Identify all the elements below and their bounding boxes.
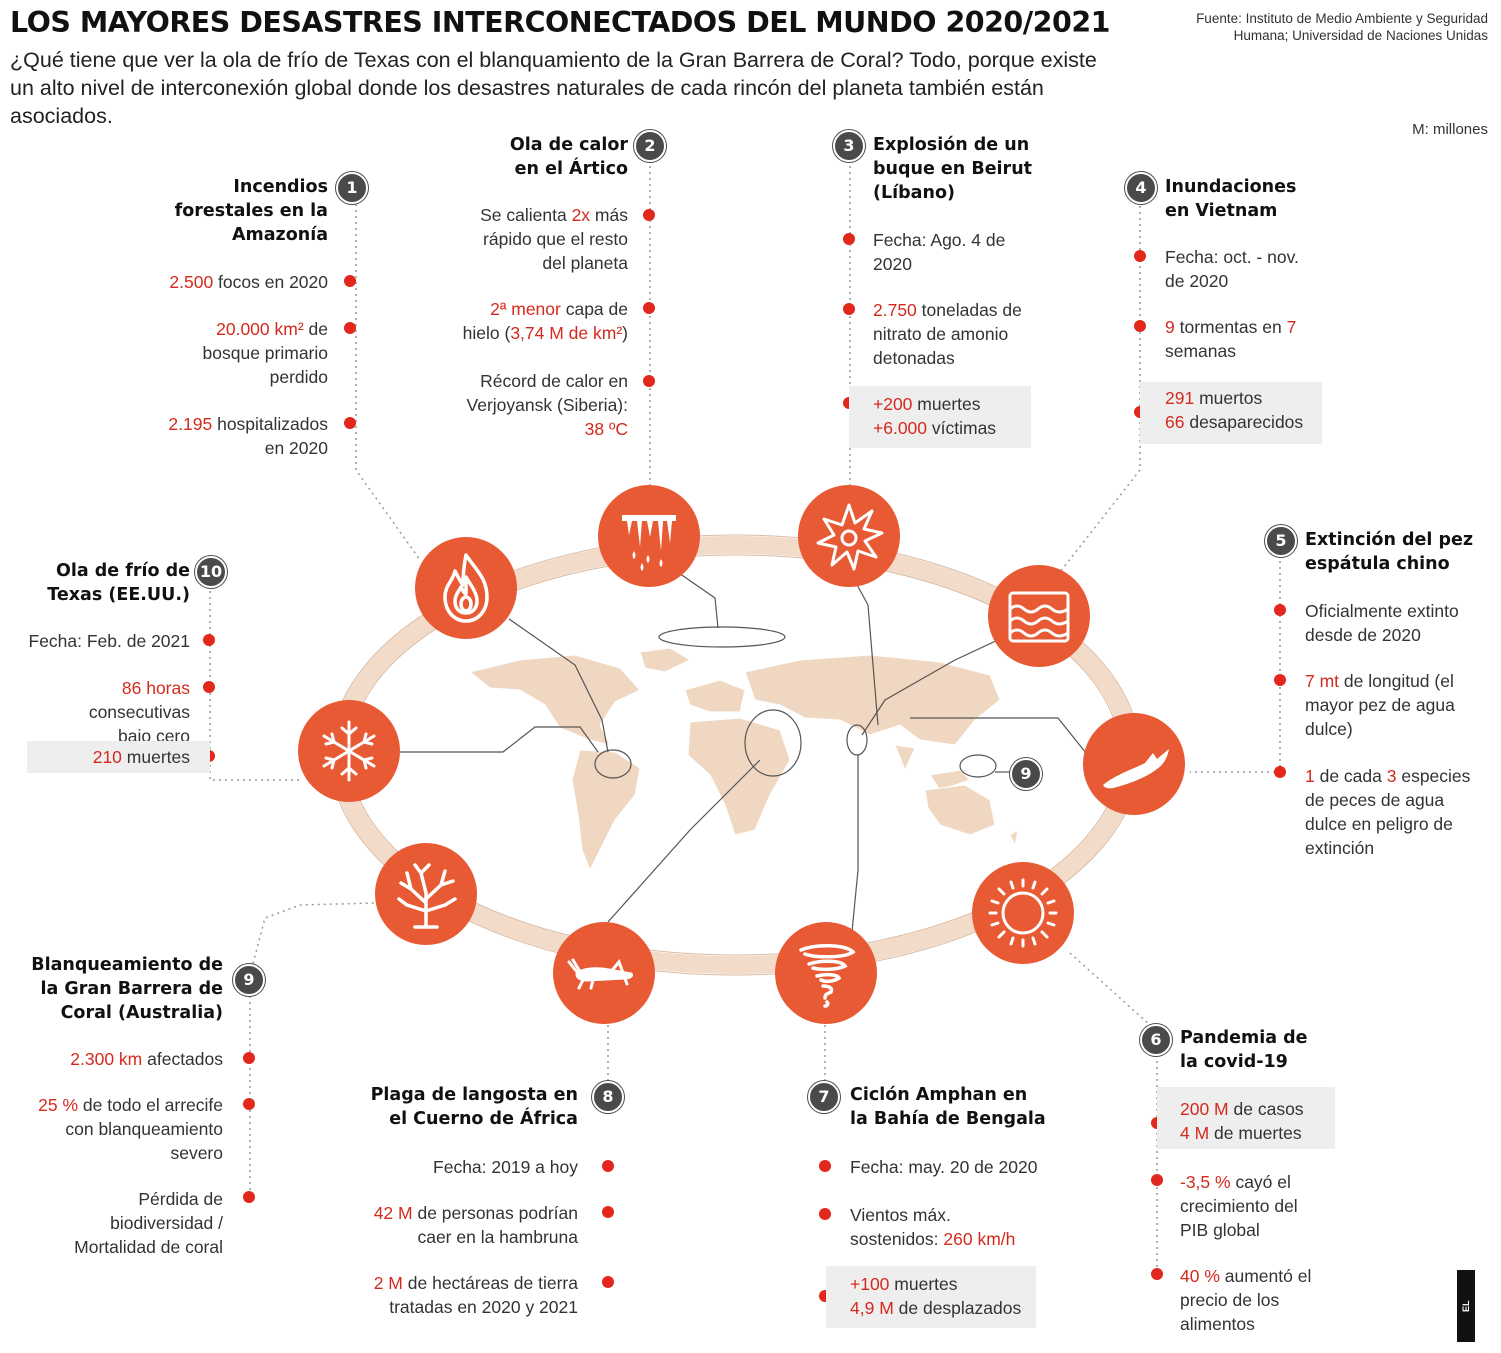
block-texas-cold-wave: Ola de frío de Texas (EE.UU.) [47, 561, 190, 605]
continents [468, 647, 1019, 872]
vietnam-item-1: Fecha: oct. - nov. de 2020 [1165, 247, 1299, 291]
locust-icon [553, 922, 655, 1024]
block-paddlefish-extinction: Extinción del pez espátula chino [1305, 530, 1474, 574]
waves-icon [988, 565, 1090, 667]
coral-item-2: 25 % de todo el arrecife con blanqueamien… [38, 1095, 223, 1163]
coral-icon [375, 843, 477, 945]
dot [344, 322, 356, 334]
amphan-item-2: Vientos máx. sostenidos: 260 km/h [850, 1205, 1016, 1249]
paddlefish-item-2: 7 mt de longitud (el mayor pez de agua dul… [1305, 671, 1455, 739]
covid-item-2: -3,5 % cayó el crecimiento del PIB global [1180, 1172, 1298, 1240]
block-covid-pandemic: Pandemia de la covid-19 [1180, 1028, 1308, 1072]
amazon-item-3: 2.195 hospitalizados en 2020 [168, 414, 328, 458]
amazon-item-1: 2.500 focos en 2020 [169, 272, 328, 292]
dot [203, 681, 215, 693]
beirut-item-1: Fecha: Ago. 4 de 2020 [873, 230, 1006, 274]
block-arctic-heat: Ola de calor en el Ártico [509, 135, 628, 179]
dot [243, 1052, 255, 1064]
dot [1151, 1174, 1163, 1186]
locust-item-1: Fecha: 2019 a hoy [433, 1157, 578, 1177]
fish-icon [1083, 713, 1185, 815]
covid-item-1: 200 M de casos 4 M de muertes [1157, 1087, 1335, 1149]
dot [1274, 604, 1286, 616]
badge-6: 6 [1140, 1024, 1172, 1056]
coral-item-1: 2.300 km afectados [70, 1049, 223, 1069]
dot [602, 1206, 614, 1218]
badge-8: 8 [592, 1081, 624, 1113]
texas-item-3: 210 muertes [27, 741, 210, 773]
explosion-icon [798, 485, 900, 587]
badge-2: 2 [634, 130, 666, 162]
dot [643, 209, 655, 221]
page-subtitle: ¿Qué tiene que ver la ola de frío de Tex… [10, 48, 1097, 128]
snowflake-icon [298, 700, 400, 802]
badge-5: 5 [1265, 525, 1297, 557]
dot [602, 1276, 614, 1288]
melting-ice-icon [598, 485, 700, 587]
block-amazon-fires: Incendios forestales en la Amazonía [174, 177, 328, 245]
paddlefish-item-1: Oficialmente extinto desde de 2020 [1305, 601, 1459, 645]
virus-icon [972, 862, 1074, 964]
locust-item-2: 42 M de personas podrían caer en la hambr… [373, 1203, 578, 1247]
locust-item-3: 2 M de hectáreas de tierra tratadas en 20… [373, 1273, 578, 1317]
paddlefish-item-3: 1 de cada 3 especies de peces de agua dulc… [1305, 766, 1471, 858]
dot [843, 233, 855, 245]
coral-item-3: Pérdida de biodiversidad / Mortalidad de c… [74, 1189, 223, 1257]
dot [344, 417, 356, 429]
dot [643, 302, 655, 314]
dot [203, 634, 215, 646]
dot [1151, 1268, 1163, 1280]
beirut-item-2: 2.750 toneladas de nitrato de amonio deton… [873, 300, 1022, 368]
dot [1134, 250, 1146, 262]
amazon-item-2: 20.000 km² de bosque primario perdido [202, 319, 328, 387]
dot [1274, 674, 1286, 686]
dot [843, 303, 855, 315]
vietnam-item-3: 291 muertos 66 desaparecidos [1140, 382, 1322, 444]
tornado-icon [775, 922, 877, 1024]
block-vietnam-floods: Inundaciones en Vietnam [1165, 177, 1297, 221]
dot [643, 375, 655, 387]
badge-7: 7 [808, 1081, 840, 1113]
dot [243, 1098, 255, 1110]
source-note: Fuente: Instituto de Medio Ambiente y Se… [1196, 11, 1488, 43]
badge-1: 1 [336, 172, 368, 204]
amphan-item-3: +100 muertes 4,9 M de desplazados [826, 1266, 1036, 1328]
block-coral-bleaching: Blanqueamiento de la Gran Barrera de Coral… [31, 955, 223, 1023]
dot [602, 1160, 614, 1172]
amphan-item-1: Fecha: may. 20 de 2020 [850, 1157, 1038, 1177]
block-locust-plague: Plaga de langosta en el Cuerno de África [370, 1085, 578, 1129]
covid-item-3: 40 % aumentó el precio de los alimentos [1180, 1266, 1312, 1334]
arctic-item-1: Se calienta 2x más rápido que el resto del… [480, 205, 628, 273]
dot [819, 1160, 831, 1172]
badge-9: 9 [233, 964, 265, 996]
badge-10: 10 [195, 556, 227, 588]
dot [1134, 320, 1146, 332]
arctic-item-2: 2ª menor capa de hielo (3,74 M de km²) [462, 299, 628, 343]
arctic-item-3: Récord de calor en Verjoyansk (Siberia): 3… [466, 371, 628, 439]
map-badge-9: 9 [1010, 758, 1042, 790]
texas-item-1: Fecha: Feb. de 2021 [28, 631, 191, 651]
vietnam-item-2: 9 tormentas en 7 semanas [1165, 317, 1297, 361]
dot [819, 1208, 831, 1220]
dot [1274, 766, 1286, 778]
beirut-item-3: +200 muertes +6.000 víctimas [849, 386, 1031, 448]
block-cyclone-amphan: Ciclón Amphan en la Bahía de Bengala [850, 1085, 1046, 1129]
fire-icon [415, 537, 517, 639]
dot [243, 1191, 255, 1203]
page-title: LOS MAYORES DESASTRES INTERCONECTADOS DE… [10, 6, 1111, 39]
texas-item-2: 86 horas consecutivas bajo cero [88, 678, 190, 746]
publisher-logo: EL ESPECTADOR [1457, 1270, 1489, 1342]
badge-3: 3 [833, 130, 865, 162]
unit-note: M: millones [1412, 121, 1488, 138]
block-beirut-explosion: Explosión de un buque en Beirut (Líbano) [873, 135, 1033, 203]
dot [344, 275, 356, 287]
badge-4: 4 [1125, 172, 1157, 204]
